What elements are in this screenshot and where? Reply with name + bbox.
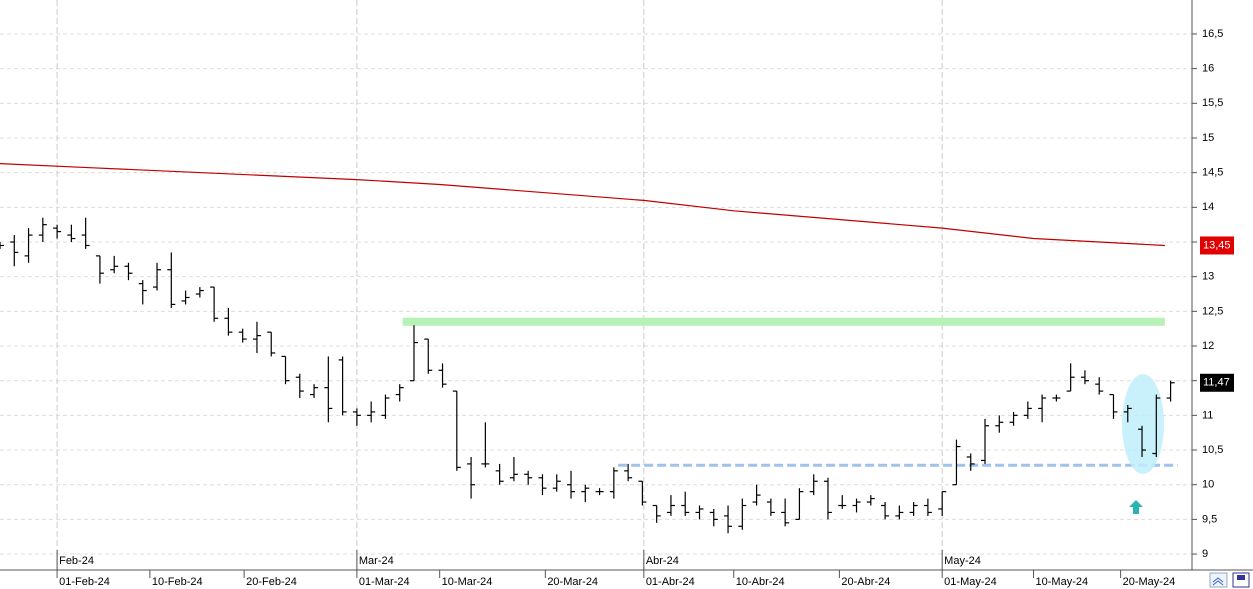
price-label: 11,47	[1203, 377, 1230, 389]
price-label-box	[1200, 373, 1234, 392]
y-tick-label: 13	[1202, 271, 1214, 283]
y-tick-label: 14,5	[1202, 167, 1223, 179]
axis: 99,51010,51111,51212,51313,51414,51515,5…	[56, 28, 1234, 588]
y-tick-label: 10,5	[1202, 444, 1223, 456]
x-tick-label: 10-Feb-24	[152, 576, 203, 588]
x-tick-label: 10-May-24	[1036, 576, 1089, 588]
marks	[0, 217, 1175, 534]
x-tick-label: 20-May-24	[1123, 576, 1176, 588]
grid	[0, 0, 1192, 570]
x-tick-label: 20-Abr-24	[841, 576, 890, 588]
month-label: Feb-24	[59, 555, 94, 567]
moving-average	[0, 163, 1165, 247]
x-tick-label: 20-Mar-24	[547, 576, 598, 588]
levels	[0, 163, 1178, 467]
scroll-button[interactable]	[1209, 572, 1228, 588]
y-tick-label: 10	[1202, 479, 1214, 491]
x-tick-label: 10-Abr-24	[736, 576, 785, 588]
save-icon	[1237, 575, 1245, 580]
x-tick-label: 10-Mar-24	[442, 576, 493, 588]
y-tick-label: 12	[1202, 340, 1214, 352]
x-tick-label: 01-Mar-24	[359, 576, 410, 588]
y-tick-label: 14	[1202, 201, 1214, 213]
y-tick-label: 9,5	[1202, 513, 1217, 525]
arrow-up	[1129, 500, 1143, 514]
y-tick-label: 15,5	[1202, 97, 1223, 109]
scroll-icon	[1212, 577, 1224, 586]
y-tick-label: 16,5	[1202, 28, 1223, 40]
x-tick-label: 01-Feb-24	[59, 576, 110, 588]
x-tick-label: 20-Feb-24	[246, 576, 297, 588]
y-tick-label: 9	[1202, 548, 1208, 560]
price-label-box	[1200, 236, 1234, 255]
x-tick-label: 01-May-24	[944, 576, 997, 588]
y-tick-label: 11	[1202, 409, 1213, 421]
y-tick-label: 12,5	[1202, 305, 1223, 317]
x-tick-label: 01-Abr-24	[646, 576, 695, 588]
month-label: Abr-24	[646, 555, 679, 567]
month-label: Mar-24	[359, 555, 394, 567]
month-label: May-24	[944, 555, 981, 567]
y-tick-label: 16	[1202, 63, 1214, 75]
y-tick-label: 15	[1202, 132, 1214, 144]
price-label: 13,45	[1203, 239, 1231, 251]
highlight-ellipse	[1122, 374, 1164, 474]
